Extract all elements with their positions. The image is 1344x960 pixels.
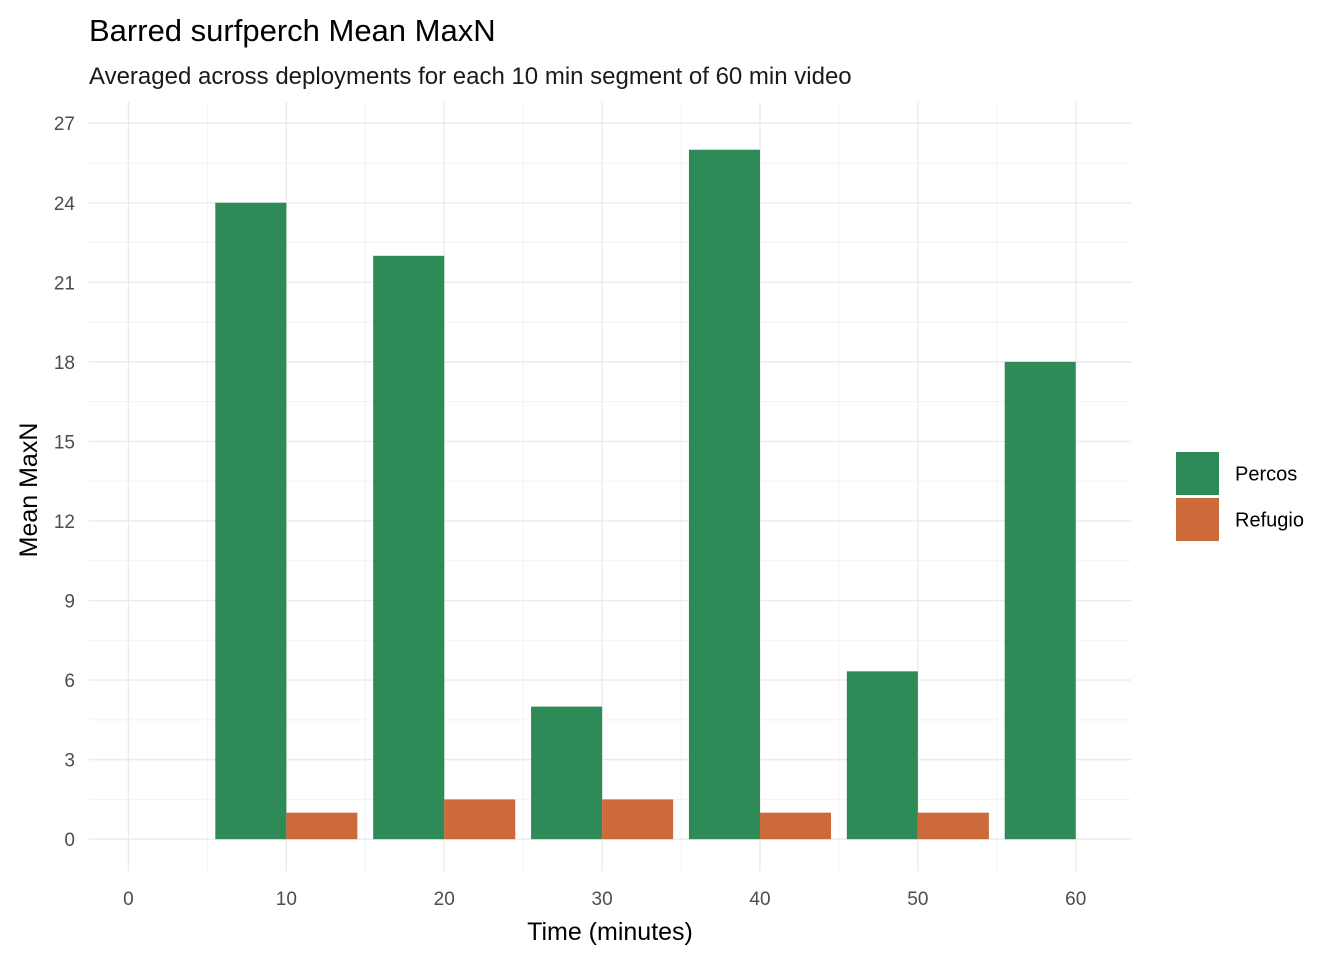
y-tick-label: 18	[54, 353, 75, 374]
x-tick-label: 40	[749, 889, 770, 910]
bar-percos-60	[1004, 361, 1076, 840]
bar-refugio-30	[602, 799, 674, 840]
y-tick-label: 27	[54, 114, 75, 135]
legend-label-percos: Percos	[1235, 464, 1297, 486]
legend: Percos Refugio	[1176, 452, 1304, 541]
bar-refugio-50	[917, 812, 989, 840]
bars	[215, 149, 1076, 840]
x-axis-ticks: 0 10 20 30 40 50 60	[123, 889, 1086, 910]
bar-percos-10	[215, 202, 287, 840]
y-tick-label: 0	[64, 830, 75, 851]
x-axis-title: Time (minutes)	[527, 918, 693, 946]
chart-subtitle: Averaged across deployments for each 10 …	[89, 63, 852, 90]
chart-title: Barred surfperch Mean MaxN	[89, 13, 496, 48]
x-tick-label: 20	[434, 889, 455, 910]
y-axis-title: Mean MaxN	[15, 423, 43, 558]
x-tick-label: 60	[1065, 889, 1086, 910]
x-tick-label: 0	[123, 889, 134, 910]
y-tick-label: 6	[64, 671, 75, 692]
bar-percos-20	[373, 255, 445, 840]
y-tick-label: 21	[54, 273, 75, 294]
y-tick-label: 9	[64, 592, 75, 613]
y-axis-ticks: 0 3 6 9 12 15 18 21 24 27	[54, 114, 76, 851]
legend-label-refugio: Refugio	[1235, 510, 1304, 532]
bar-percos-50	[846, 671, 918, 840]
legend-swatch-percos	[1176, 452, 1219, 495]
x-tick-label: 10	[276, 889, 297, 910]
y-tick-label: 12	[54, 512, 75, 533]
x-tick-label: 50	[907, 889, 928, 910]
y-tick-label: 3	[64, 751, 75, 772]
legend-swatch-refugio	[1176, 498, 1219, 541]
bar-refugio-40	[759, 812, 832, 840]
bar-refugio-10	[286, 812, 358, 840]
bar-refugio-20	[444, 799, 516, 840]
y-tick-label: 15	[54, 432, 75, 453]
x-tick-label: 30	[592, 889, 613, 910]
bar-percos-40	[688, 149, 760, 840]
bar-percos-30	[531, 706, 603, 840]
y-tick-label: 24	[54, 194, 76, 215]
